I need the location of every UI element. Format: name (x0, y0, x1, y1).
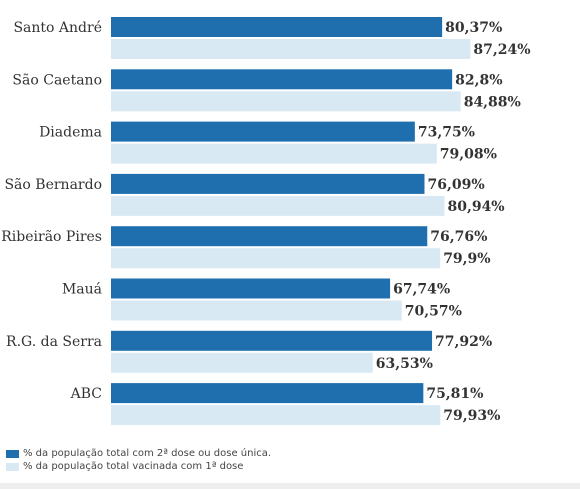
bar-second-dose-ribeirao-pires (111, 226, 428, 247)
category-label-r-g-da-serra: R.G. da Serra (6, 334, 102, 350)
value-label-second-dose-santo-andre: 80,37% (445, 20, 502, 36)
category-label-ribeirao-pires: Ribeirão Pires (1, 229, 102, 245)
value-label-first-dose-ribeirao-pires: 79,9% (443, 251, 490, 267)
category-label-maua: Mauá (62, 282, 102, 298)
bar-second-dose-sao-bernardo (111, 173, 425, 194)
bar-second-dose-diadema (111, 121, 415, 142)
bar-second-dose-santo-andre (111, 17, 443, 37)
value-label-second-dose-r-g-da-serra: 77,92% (435, 334, 492, 350)
bar-chart: Santo André 80,37% 87,24% São Caetano 82,8% 8… (1, 17, 531, 426)
value-label-first-dose-r-g-da-serra: 63,53% (376, 356, 433, 372)
value-label-second-dose-diadema: 73,75% (418, 125, 475, 141)
bar-first-dose-r-g-da-serra (111, 352, 373, 373)
legend-item-first-dose: % da população total vacinada com 1ª dos… (6, 460, 271, 473)
legend-label-first-dose: % da população total vacinada com 1ª dos… (23, 461, 244, 472)
bar-second-dose-abc (111, 383, 424, 404)
bottom-divider (0, 483, 580, 489)
bar-first-dose-maua (111, 300, 402, 321)
category-label-diadema: Diadema (39, 125, 102, 141)
value-label-first-dose-diadema: 79,08% (440, 147, 497, 163)
bar-first-dose-sao-bernardo (111, 195, 445, 216)
bar-second-dose-r-g-da-serra (111, 330, 433, 351)
value-label-first-dose-maua: 70,57% (405, 304, 462, 320)
value-label-first-dose-sao-caetano: 84,88% (464, 94, 521, 110)
value-label-first-dose-sao-bernardo: 80,94% (447, 199, 504, 215)
value-label-second-dose-sao-bernardo: 76,09% (427, 177, 484, 193)
bar-second-dose-sao-caetano (111, 69, 453, 90)
legend-swatch-second-dose (6, 449, 19, 458)
bar-first-dose-diadema (111, 143, 437, 164)
value-label-first-dose-abc: 79,93% (443, 408, 500, 424)
legend-item-second-dose: % da população total com 2ª dose ou dose… (6, 447, 271, 460)
value-label-second-dose-maua: 67,74% (393, 282, 450, 298)
bar-first-dose-ribeirao-pires (111, 248, 441, 269)
category-label-abc: ABC (70, 386, 102, 402)
category-label-santo-andre: Santo André (13, 20, 102, 36)
bar-first-dose-sao-caetano (111, 91, 461, 112)
value-label-second-dose-abc: 75,81% (426, 386, 483, 402)
category-label-sao-caetano: São Caetano (12, 72, 102, 88)
bar-first-dose-abc (111, 405, 441, 426)
legend-label-second-dose: % da população total com 2ª dose ou dose… (23, 448, 272, 459)
bar-first-dose-santo-andre (111, 39, 471, 59)
value-label-first-dose-santo-andre: 87,24% (473, 42, 530, 58)
category-label-sao-bernardo: São Bernardo (4, 177, 102, 193)
legend: % da população total com 2ª dose ou dose… (6, 447, 271, 473)
bar-second-dose-maua (111, 278, 391, 299)
legend-swatch-first-dose (6, 462, 19, 471)
value-label-second-dose-ribeirao-pires: 76,76% (430, 229, 487, 245)
value-label-second-dose-sao-caetano: 82,8% (455, 72, 502, 88)
